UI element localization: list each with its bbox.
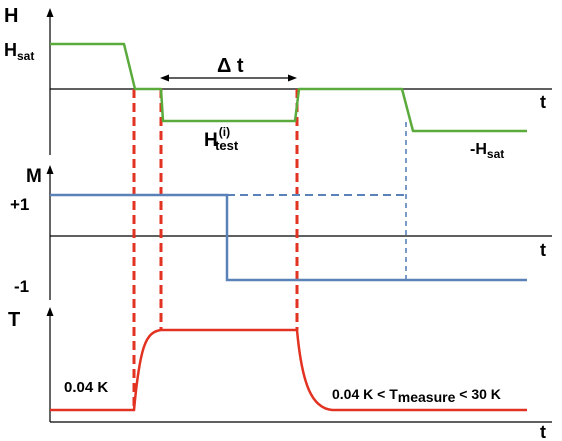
field-axis-arrow-icon (46, 8, 54, 17)
field-curve (50, 42, 527, 133)
magnetization-axis-label: M (26, 166, 42, 187)
sat-label: Hsat (4, 40, 34, 63)
interval-arrow-right-icon (288, 74, 297, 82)
field-axes (46, 8, 552, 155)
field-axis-label: H (4, 5, 18, 27)
temperature-range-label: 0.04 K < Tmeasure < 30 K (332, 386, 501, 405)
temperature-axes (46, 307, 552, 423)
magnetization-solid-curve (50, 193, 527, 282)
temperature-axis-label: T (8, 309, 20, 331)
temperature-curve (50, 328, 527, 412)
test-field-label: H(i) test (204, 125, 239, 153)
time-guides (132, 89, 299, 410)
neg-sat-label: -Hsat (470, 141, 504, 161)
low-temperature-label: 0.04 K (64, 379, 108, 396)
interval-arrow (160, 74, 297, 82)
field-time-label: t (540, 92, 546, 112)
magnetization-axis-arrow-icon (46, 165, 54, 174)
magnetization-time-label: t (540, 240, 546, 260)
plus-one-label: +1 (10, 195, 29, 214)
temperature-axis-arrow-icon (46, 307, 54, 316)
temperature-time-label: t (540, 422, 546, 441)
interval-label: Δ t (217, 55, 244, 77)
interval-arrow-left-icon (160, 74, 169, 82)
minus-one-label: -1 (14, 277, 29, 296)
